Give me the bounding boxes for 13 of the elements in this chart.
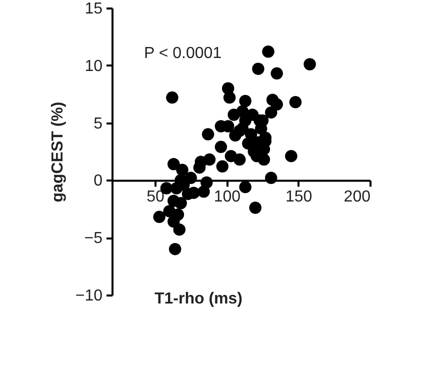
- x-axis-title: T1-rho (ms): [154, 290, 242, 308]
- x-tick-label: 150: [285, 188, 312, 206]
- y-axis-title: gagCEST (%): [49, 102, 66, 202]
- x-tick-label: 50: [146, 188, 164, 206]
- annotation: P < 0.0001: [144, 45, 222, 62]
- y-tick-label: 5: [94, 115, 103, 132]
- y-tick-label: −5: [84, 230, 103, 248]
- x-tick-label: 100: [214, 188, 241, 206]
- x-tick-label: 200: [344, 188, 371, 206]
- y-tick-label: −10: [75, 288, 103, 304]
- y-tick-label: 0: [94, 172, 103, 190]
- y-tick-label: 15: [84, 0, 103, 18]
- y-tick-label: 10: [84, 58, 103, 75]
